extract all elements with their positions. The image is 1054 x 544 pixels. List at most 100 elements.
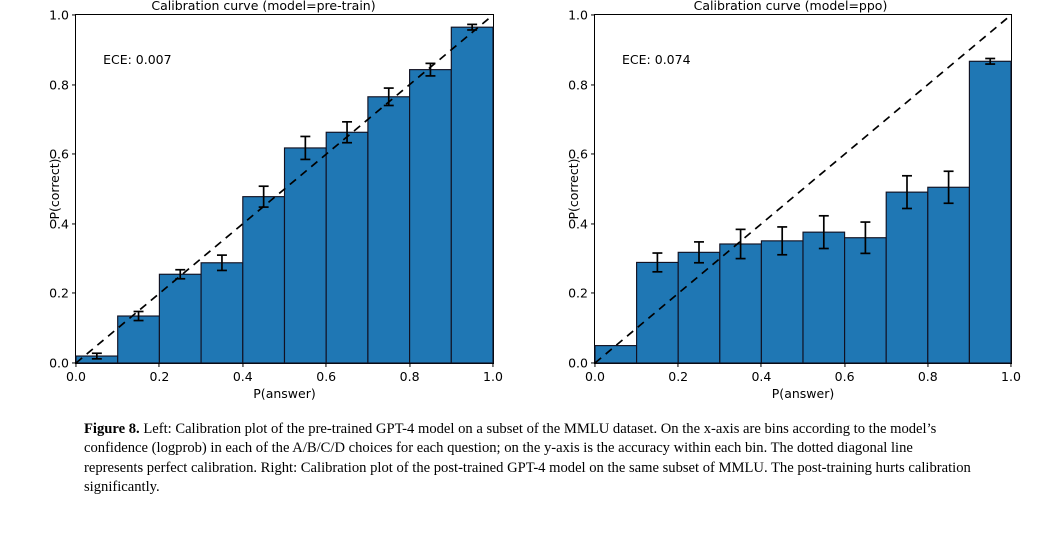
error-bar [383,87,394,107]
error-bar [652,252,663,273]
x-axis-tick-mark [1010,363,1012,367]
bar [158,273,202,364]
figure-panel-container: Calibration curve (model=pre-train) ECE:… [0,0,1054,410]
x-axis-tick-mark [75,363,77,367]
x-axis-tick-label: 0.4 [751,369,772,384]
y-axis-tick-label: 0.4 [49,216,69,232]
error-bar [860,221,871,255]
x-axis-tick-label: 0.4 [232,369,253,384]
y-axis-tick-mark [591,362,595,364]
error-bar [175,268,186,280]
chart-panel-pre-train: Calibration curve (model=pre-train) ECE:… [0,0,527,410]
y-axis-tick-label: 0.2 [49,285,69,301]
error-bar [467,23,478,31]
y-axis-tick-label: 0.6 [49,146,69,162]
plot-area-right: ECE: 0.074 P(correct) P(answer) 0.0 0.2 0.… [566,8,1021,402]
y-axis-tick-mark [591,153,595,155]
x-axis-tick-label: 0.8 [917,369,938,384]
bar [968,60,1012,364]
bar [802,231,846,364]
x-axis-tick-mark [325,363,327,367]
y-axis-tick-mark [72,153,76,155]
x-axis-label-left: P(answer) [253,386,316,401]
bar [927,186,970,364]
bar [242,196,286,364]
figure-caption: Figure 8. Left: Calibration plot of the … [84,420,972,498]
y-axis-tick-label: 0.8 [568,77,588,93]
y-axis-label-left: P(correct) [47,158,63,220]
bar [844,237,887,364]
chart-panel-ppo: Calibration curve (model=ppo) ECE: 0.074… [527,0,1054,410]
error-bar [777,226,788,256]
error-bar [300,135,311,161]
x-axis-label-right: P(answer) [771,386,835,401]
x-axis-tick-mark [844,363,846,367]
y-axis-tick-mark [72,223,76,225]
x-axis-tick-label: 1.0 [483,369,503,384]
error-bar [694,241,704,264]
y-axis-tick-label: 0.0 [49,355,69,371]
error-bar [943,170,954,205]
x-axis-tick-mark [409,363,411,367]
y-axis-tick-mark [72,14,76,16]
error-bar [258,185,269,208]
bar [677,251,721,364]
y-axis-tick-label: 0.8 [49,77,69,93]
y-axis-tick-mark [591,14,595,16]
x-axis-tick-mark [158,363,160,367]
x-axis-tick-label: 0.0 [585,369,605,384]
ece-annotation-right: ECE: 0.074 [622,51,691,67]
y-axis-tick-label: 0.6 [568,146,588,162]
bar [594,345,638,364]
y-axis-tick-mark [591,84,595,86]
x-axis-tick-mark [760,363,762,367]
x-axis-tick-label: 0.0 [66,369,86,384]
bar [367,96,411,364]
x-axis-tick-label: 0.8 [399,369,420,384]
y-axis-tick-label: 0.0 [568,355,588,371]
error-bar [985,57,996,65]
x-axis-tick-mark [677,363,679,367]
error-bar [425,62,436,77]
chart-title-right: Calibration curve (model=ppo) [693,0,888,13]
perfect-calibration-diagonal-line [75,14,494,364]
y-axis-tick-label: 0.4 [568,216,588,232]
x-axis-tick-mark [242,363,244,367]
ece-annotation-left: ECE: 0.007 [103,51,172,67]
bar [636,261,679,364]
y-axis-tick-mark [72,292,76,294]
x-axis-tick-label: 0.2 [668,369,689,384]
bar [325,131,369,364]
plot-area-left: ECE: 0.007 P(correct) P(answer) 0.0 0.2 0.… [47,8,503,402]
x-axis-tick-label: 1.0 [1001,369,1021,384]
y-axis-label-right: P(correct) [566,158,582,220]
y-axis-tick-mark [72,362,76,364]
error-bar [216,254,227,272]
x-axis-tick-mark [492,363,494,367]
error-bar [91,352,102,360]
y-axis-tick-label: 0.2 [568,285,588,301]
error-bar [342,120,353,144]
y-axis-tick-label: 1.0 [49,7,69,23]
bar [200,262,244,364]
x-axis-tick-label: 0.6 [316,369,337,384]
perfect-calibration-diagonal-line [594,14,1012,364]
y-axis-tick-mark [591,292,595,294]
error-bar [902,174,912,210]
bar [450,26,494,364]
bar [885,191,929,364]
error-bar [133,310,144,322]
figure-caption-body: Left: Calibration plot of the pre-traine… [84,421,971,496]
y-axis-tick-label: 1.0 [568,7,588,23]
bar [409,69,452,364]
figure-number-label: Figure 8. [84,421,140,437]
x-axis-tick-mark [594,363,596,367]
bar [283,147,327,364]
plot-graphics-left [75,14,494,364]
bar [719,243,762,364]
chart-title-left: Calibration curve (model=pre-train) [151,0,376,13]
x-axis-tick-label: 0.2 [149,369,170,384]
error-bar [735,228,746,260]
bar [760,240,804,364]
y-axis-tick-mark [591,223,595,225]
